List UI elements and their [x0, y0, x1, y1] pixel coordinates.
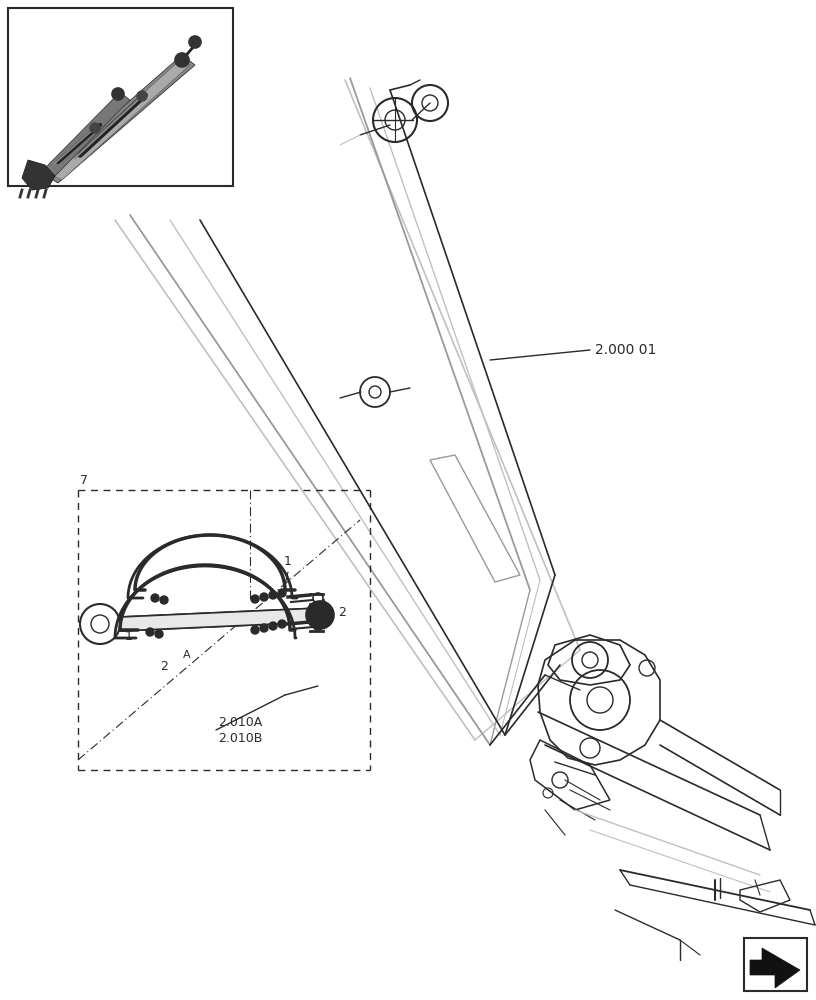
Text: 2.010B: 2.010B [218, 732, 263, 744]
Circle shape [137, 91, 147, 101]
Circle shape [251, 595, 259, 603]
Text: 2: 2 [160, 660, 168, 674]
Polygon shape [45, 92, 130, 176]
Polygon shape [52, 60, 190, 180]
Circle shape [175, 53, 189, 67]
Circle shape [260, 593, 268, 601]
Text: 2.000 01: 2.000 01 [595, 343, 656, 357]
Text: 2: 2 [338, 605, 346, 618]
Bar [8, 8, 233, 186]
Circle shape [90, 123, 100, 133]
Circle shape [306, 601, 334, 629]
Text: 2.010A: 2.010A [218, 716, 262, 728]
Text: A: A [183, 650, 191, 660]
Polygon shape [45, 55, 195, 183]
Circle shape [112, 88, 124, 100]
Polygon shape [120, 608, 320, 631]
Text: 7: 7 [80, 474, 88, 487]
Bar [744, 938, 807, 991]
Polygon shape [750, 948, 800, 988]
Circle shape [146, 628, 154, 636]
Circle shape [269, 591, 277, 599]
Circle shape [160, 596, 168, 604]
Circle shape [151, 594, 159, 602]
Text: A: A [320, 599, 328, 609]
Circle shape [278, 620, 286, 628]
Polygon shape [22, 160, 55, 190]
Text: 1: 1 [125, 631, 133, 644]
Circle shape [155, 630, 163, 638]
Circle shape [189, 36, 201, 48]
Circle shape [278, 589, 286, 597]
Circle shape [260, 624, 268, 632]
Text: 1: 1 [284, 555, 292, 568]
Circle shape [269, 622, 277, 630]
Circle shape [251, 626, 259, 634]
